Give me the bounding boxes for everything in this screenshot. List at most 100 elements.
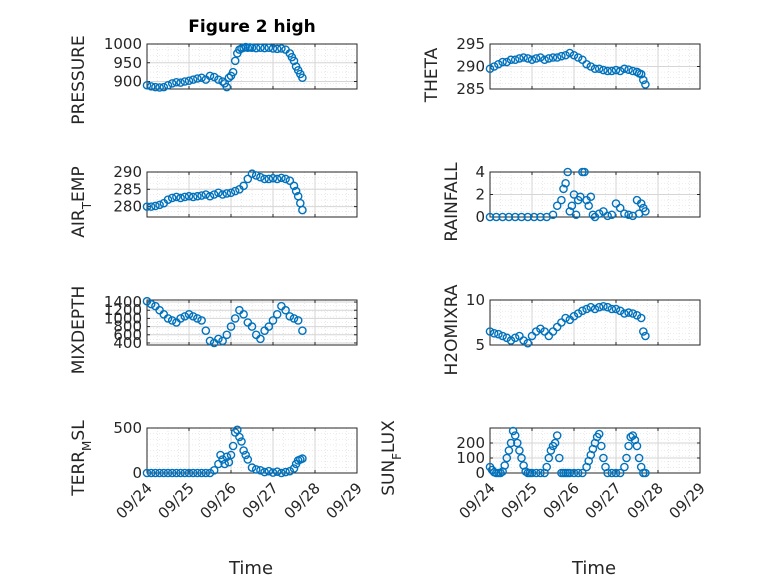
y-tick-label: 290 (113, 163, 142, 181)
data-point (641, 80, 650, 89)
data-point (142, 80, 152, 90)
data-point (230, 56, 240, 66)
figure-title: Figure 2 high (188, 17, 316, 37)
data-point (607, 66, 617, 76)
data-point (584, 201, 594, 211)
data-point (291, 186, 301, 196)
y-tick-label: 10 (466, 291, 485, 309)
data-point (611, 468, 621, 478)
data-point (590, 64, 600, 74)
data-point (193, 314, 202, 323)
data-point (214, 188, 223, 198)
data-point (523, 212, 533, 222)
data-point (239, 446, 248, 455)
data-point (201, 190, 211, 199)
data-point (506, 438, 516, 448)
data-point (289, 464, 299, 473)
data-point (544, 54, 554, 63)
data-point (540, 55, 549, 65)
ylabel-theta: THETA (422, 47, 442, 103)
data-point (527, 55, 537, 65)
data-point (552, 322, 562, 332)
data-point (552, 53, 562, 62)
data-point (496, 468, 505, 478)
data-point (281, 467, 290, 477)
data-point (580, 167, 589, 177)
data-point (226, 188, 236, 198)
data-point (523, 338, 533, 348)
data-point (603, 211, 612, 221)
data-point (498, 57, 507, 67)
data-point (256, 43, 265, 53)
data-point (239, 310, 248, 319)
data-point (256, 334, 265, 344)
data-point (163, 314, 173, 323)
data-point (176, 193, 185, 203)
y-tick-label: 295 (456, 35, 485, 53)
data-point (624, 210, 633, 220)
data-point (184, 310, 194, 319)
y-tick-label: 1000 (104, 309, 142, 327)
data-point (298, 326, 307, 335)
y-tick-label: 900 (113, 73, 142, 91)
axes-box (146, 299, 358, 346)
data-point (226, 450, 236, 460)
axes-box (489, 427, 701, 474)
data-point (159, 82, 169, 92)
data-point (163, 80, 173, 90)
data-point (594, 209, 604, 218)
data-point (620, 309, 629, 318)
y-tick-label: 100 (456, 449, 485, 467)
axes-box (489, 299, 701, 346)
panel-h2omixra: H2OMIXRA (442, 284, 462, 375)
data-point (563, 167, 573, 177)
data-point (159, 468, 169, 478)
data-point (264, 322, 274, 331)
data-point (218, 336, 227, 346)
data-point (485, 327, 495, 336)
data-point (494, 329, 503, 339)
data-point (485, 212, 495, 222)
panel-theta: THETA (422, 47, 442, 103)
data-point (272, 310, 282, 319)
data-point (548, 53, 558, 62)
data-point (552, 431, 562, 440)
data-point (586, 302, 596, 312)
data-point (594, 64, 604, 74)
data-point (188, 468, 198, 478)
x-tick-label: 09/27 (239, 479, 282, 522)
data-point (180, 312, 190, 321)
data-point (515, 446, 524, 455)
data-point (209, 72, 219, 82)
data-point (298, 454, 307, 463)
axes-theta: 285 290 295 (456, 35, 701, 98)
ylabel-h2omixra: H2OMIXRA (442, 284, 462, 375)
data-point (146, 82, 156, 91)
data-point (298, 73, 307, 83)
data-point (502, 453, 512, 463)
data-point (515, 54, 524, 63)
data-point (557, 195, 566, 205)
data-point (578, 306, 587, 316)
data-point (180, 192, 190, 202)
data-point (188, 312, 198, 321)
data-point (607, 468, 617, 478)
data-point (256, 172, 265, 182)
data-point (180, 468, 190, 478)
data-point (550, 438, 560, 448)
data-point (510, 431, 520, 440)
data-point (641, 468, 650, 478)
axes-h2omixra: 5 10 (466, 291, 701, 354)
data-point (184, 468, 194, 478)
data-point (205, 71, 215, 81)
data-point (624, 441, 633, 451)
data-point (184, 76, 194, 86)
data-point (599, 65, 608, 75)
data-point (536, 468, 545, 478)
data-point (620, 462, 629, 472)
data-point (594, 302, 604, 312)
y-tick-label: 0 (475, 464, 485, 482)
data-point (146, 468, 156, 478)
